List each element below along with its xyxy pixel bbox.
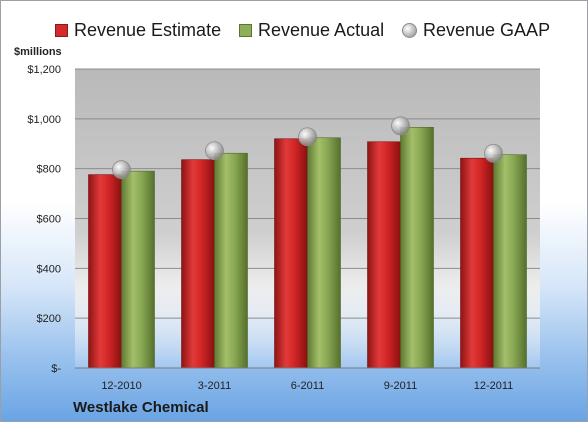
legend-label-actual: Revenue Actual <box>258 19 385 40</box>
legend-label-gaap: Revenue GAAP <box>423 19 551 40</box>
y-tick-label: $200 <box>37 313 61 325</box>
legend-item-revenue-actual: Revenue Actual <box>239 17 384 43</box>
y-axis-unit-label: $millions <box>14 46 62 58</box>
bar-revenue-actual <box>121 170 155 369</box>
y-tick-label: $1,000 <box>27 114 61 126</box>
y-axis-ticks: $- $200 $400 $600 $800 $1,000 $1,200 <box>27 64 61 375</box>
x-tick-label: 12-2010 <box>101 380 141 392</box>
bar-revenue-estimate <box>88 174 122 369</box>
y-tick-label: $- <box>51 363 61 375</box>
bar-revenue-estimate <box>367 141 401 369</box>
bar-revenue-actual <box>307 137 341 369</box>
company-name: Westlake Chemical <box>73 399 209 416</box>
legend-item-revenue-estimate: Revenue Estimate <box>55 17 221 43</box>
x-tick-label: 3-2011 <box>198 380 231 392</box>
bar-revenue-actual <box>400 127 434 369</box>
marker-revenue-gaap <box>205 141 224 161</box>
x-axis-ticks: 12-2010 3-2011 6-2011 9-2011 12-2011 <box>101 380 513 392</box>
legend-swatch-estimate <box>55 23 68 37</box>
y-tick-label: $1,200 <box>27 64 61 76</box>
bar-revenue-actual <box>493 154 527 369</box>
bars <box>88 127 527 369</box>
x-tick-label: 9-2011 <box>384 380 417 392</box>
y-tick-label: $600 <box>37 214 61 226</box>
bar-revenue-estimate <box>181 159 215 369</box>
marker-revenue-gaap <box>298 127 317 147</box>
legend-swatch-actual <box>239 23 252 37</box>
legend: Revenue Estimate Revenue Actual Revenue … <box>1 17 587 43</box>
legend-label-estimate: Revenue Estimate <box>74 19 222 40</box>
gaap-markers <box>112 116 503 180</box>
x-tick-label: 6-2011 <box>291 380 324 392</box>
bar-revenue-estimate <box>460 157 494 369</box>
marker-revenue-gaap <box>484 143 503 163</box>
y-tick-label: $800 <box>37 164 61 176</box>
marker-revenue-gaap <box>112 160 131 180</box>
marker-revenue-gaap <box>391 116 410 136</box>
bar-revenue-actual <box>214 152 248 369</box>
y-tick-label: $400 <box>37 263 61 275</box>
legend-item-revenue-gaap: Revenue GAAP <box>402 17 550 43</box>
x-tick-label: 12-2011 <box>474 380 514 392</box>
bar-revenue-estimate <box>274 138 308 369</box>
legend-marker-gaap <box>402 22 417 38</box>
